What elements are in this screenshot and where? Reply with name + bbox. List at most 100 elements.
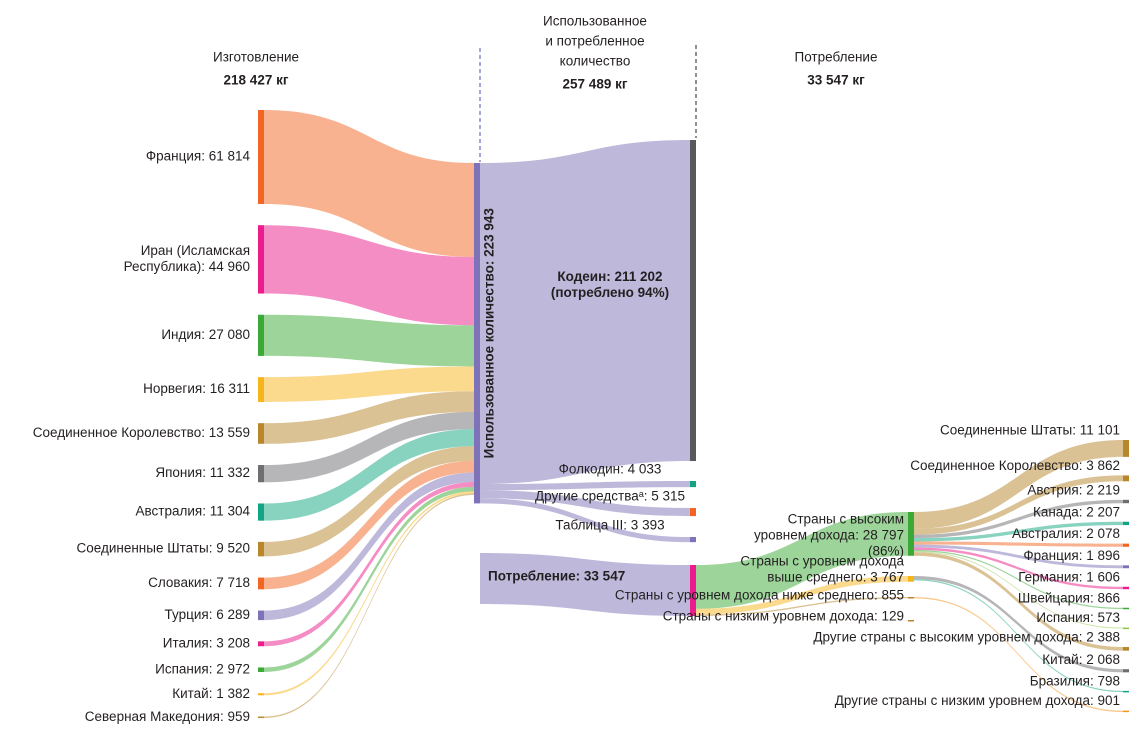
node-bar — [690, 508, 696, 517]
node-label: Другие страны с низким уровнем дохода: 9… — [835, 693, 1120, 708]
node-bar — [908, 512, 914, 556]
nodes — [258, 110, 1129, 719]
node-bar — [1123, 499, 1129, 504]
node-bar — [258, 716, 264, 719]
links — [264, 110, 1123, 718]
node-label: Турция: 6 289 — [165, 607, 250, 622]
flow — [914, 544, 1123, 569]
node-bar — [690, 481, 696, 488]
flow — [480, 140, 690, 485]
node-bar — [1123, 690, 1129, 693]
flow — [264, 493, 474, 718]
flow — [264, 491, 474, 696]
labels: Изготовление 218 427 кг Использованное и по… — [33, 14, 1120, 724]
node-bar — [1123, 586, 1129, 590]
node-label: уровнем дохода: 28 797 — [754, 528, 904, 543]
column-title: Потребление — [795, 50, 878, 65]
node-bar — [258, 541, 264, 557]
node-label: Индия: 27 080 — [161, 327, 250, 342]
flow — [480, 481, 690, 491]
node-bar — [1123, 710, 1129, 713]
node-bar — [1123, 521, 1129, 526]
node-bar — [908, 576, 914, 582]
flow — [480, 490, 690, 517]
node-bar — [690, 140, 696, 462]
column-title: количество — [560, 54, 631, 69]
node-bar — [908, 620, 914, 622]
flow — [480, 498, 690, 543]
node-label: Страны с уровнем дохода ниже среднего: 8… — [615, 588, 904, 603]
node-bar — [258, 314, 264, 356]
node-label: Соединенные Штаты: 9 520 — [76, 541, 250, 556]
node-label: Другие средстваᵃ: 5 315 — [535, 489, 685, 504]
node-bar — [258, 577, 264, 590]
column-title: и потребленное — [545, 34, 644, 49]
node-label: Кодеин: 211 202 — [557, 269, 662, 284]
flow — [914, 597, 1123, 712]
flow — [264, 446, 474, 557]
node-bar — [908, 597, 914, 599]
node-label: Китай: 2 068 — [1042, 652, 1120, 667]
flow — [914, 499, 1123, 539]
node-bar — [258, 110, 264, 204]
node-label: Китай: 1 382 — [172, 686, 250, 701]
node-label: Страны с уровнем дохода — [740, 554, 904, 569]
node-bar — [258, 503, 264, 521]
node-bar — [690, 537, 696, 543]
column-title: Использованное — [543, 14, 647, 29]
node-label: выше среднего: 3 767 — [767, 570, 904, 585]
node-label: Бразилия: 798 — [1030, 673, 1120, 688]
flow — [264, 460, 474, 590]
node-bar — [1123, 440, 1129, 457]
node-label: Соединенные Штаты: 11 101 — [940, 423, 1120, 438]
flow — [696, 597, 908, 616]
node-label: (86%) — [868, 544, 904, 559]
node-label: Словакия: 7 718 — [148, 575, 250, 590]
flow — [264, 366, 474, 402]
node-label: Иран (Исламская — [141, 243, 250, 258]
node-label: Канада: 2 207 — [1033, 504, 1120, 519]
node-label: Таблица III: 3 393 — [555, 518, 664, 533]
flow — [914, 551, 1123, 629]
node-bar — [1123, 647, 1129, 651]
node-bar — [258, 667, 264, 672]
node-label: Германия: 1 606 — [1018, 569, 1120, 584]
flow — [914, 576, 1123, 673]
node-bar — [258, 465, 264, 483]
flow — [914, 541, 1123, 547]
node-label: Франция: 1 896 — [1023, 548, 1120, 563]
node-bar — [258, 693, 264, 696]
flow — [696, 615, 908, 621]
node-bar — [690, 565, 696, 616]
flow — [264, 411, 474, 483]
node-bar — [258, 423, 264, 444]
node-label: Соединенное Королевство: 3 862 — [910, 458, 1120, 473]
node-label: Австралия: 2 078 — [1012, 526, 1120, 541]
flow — [264, 225, 474, 326]
node-label: Использованное количество: 223 943 — [482, 208, 497, 459]
node-bar — [1123, 475, 1129, 482]
column-total: 218 427 кг — [224, 73, 289, 88]
node-label: Испания: 2 972 — [155, 661, 250, 676]
flow — [914, 552, 1123, 651]
flow — [696, 576, 908, 615]
node-bar — [258, 225, 264, 294]
node-bar — [474, 163, 480, 504]
node-label: Япония: 11 332 — [155, 465, 250, 480]
node-label: Норвегия: 16 311 — [143, 381, 250, 396]
column-total: 33 547 кг — [807, 73, 865, 88]
node-label: Соединенное Королевство: 13 559 — [33, 425, 250, 440]
flow — [264, 429, 474, 521]
node-label: Республика): 44 960 — [124, 259, 250, 274]
node-label: Страны с высоким — [788, 512, 904, 527]
node-label: Фолкодин: 4 033 — [559, 462, 662, 477]
node-label: Потребление: 33 547 — [488, 569, 625, 584]
flow — [264, 482, 474, 647]
flow — [264, 472, 474, 621]
flow — [914, 549, 1123, 610]
column-title: Изготовление — [213, 50, 299, 65]
node-label: Страны с низким уровнем дохода: 129 — [663, 609, 904, 624]
flow — [480, 553, 690, 616]
node-bar — [1123, 669, 1129, 673]
node-bar — [1123, 565, 1129, 569]
